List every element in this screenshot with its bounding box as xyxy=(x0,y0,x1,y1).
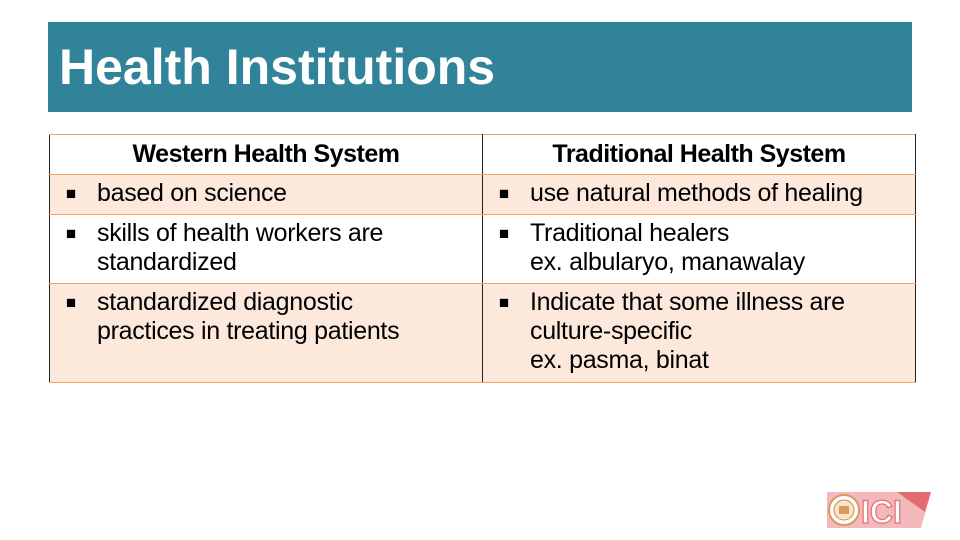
comparison-table: Western Health System Traditional Health… xyxy=(49,134,916,383)
logo-text: ICI xyxy=(861,494,902,530)
cell-text: practices in treating patients xyxy=(97,317,400,345)
table-cell-western: ■ based on science xyxy=(49,174,483,215)
ici-logo: ICI xyxy=(827,492,931,530)
square-bullet-icon: ■ xyxy=(65,184,77,203)
cell-text: ex. albularyo, manawalay xyxy=(530,248,805,276)
logo-accent xyxy=(897,492,931,512)
table-row: ■ standardized diagnostic practices in t… xyxy=(49,283,916,383)
square-bullet-icon: ■ xyxy=(65,293,77,312)
square-bullet-icon: ■ xyxy=(498,184,510,203)
traditional-column-header: Traditional Health System xyxy=(482,134,916,175)
table-cell-traditional: ■ Indicate that some illness are culture… xyxy=(482,283,916,383)
table-cell-traditional: ■ use natural methods of healing xyxy=(482,174,916,215)
cell-text: ex. pasma, binat xyxy=(530,346,709,374)
table-row: ■ based on science ■ use natural methods… xyxy=(49,174,916,215)
cell-text: Traditional healers xyxy=(530,219,730,247)
table-cell-western: ■ skills of health workers are standardi… xyxy=(49,214,483,284)
square-bullet-icon: ■ xyxy=(65,224,77,243)
cell-text: use natural methods of healing xyxy=(530,179,863,207)
square-bullet-icon: ■ xyxy=(498,224,510,243)
cell-text: Indicate that some illness are xyxy=(530,288,845,316)
square-bullet-icon: ■ xyxy=(498,293,510,312)
cell-text: standardized xyxy=(97,248,237,276)
cell-text: standardized diagnostic xyxy=(97,288,353,316)
cell-text: based on science xyxy=(97,179,287,207)
seal-emblem xyxy=(839,506,849,514)
table-cell-traditional: ■ Traditional healers ex. albularyo, man… xyxy=(482,214,916,284)
table-row: ■ skills of health workers are standardi… xyxy=(49,214,916,284)
cell-text: skills of health workers are xyxy=(97,219,384,247)
western-column-header: Western Health System xyxy=(49,134,483,175)
table-header-row: Western Health System Traditional Health… xyxy=(49,134,916,175)
cell-text: culture-specific xyxy=(530,317,692,345)
page-title: Health Institutions xyxy=(59,39,496,95)
title-banner: Health Institutions xyxy=(48,22,912,112)
table-cell-western: ■ standardized diagnostic practices in t… xyxy=(49,283,483,383)
